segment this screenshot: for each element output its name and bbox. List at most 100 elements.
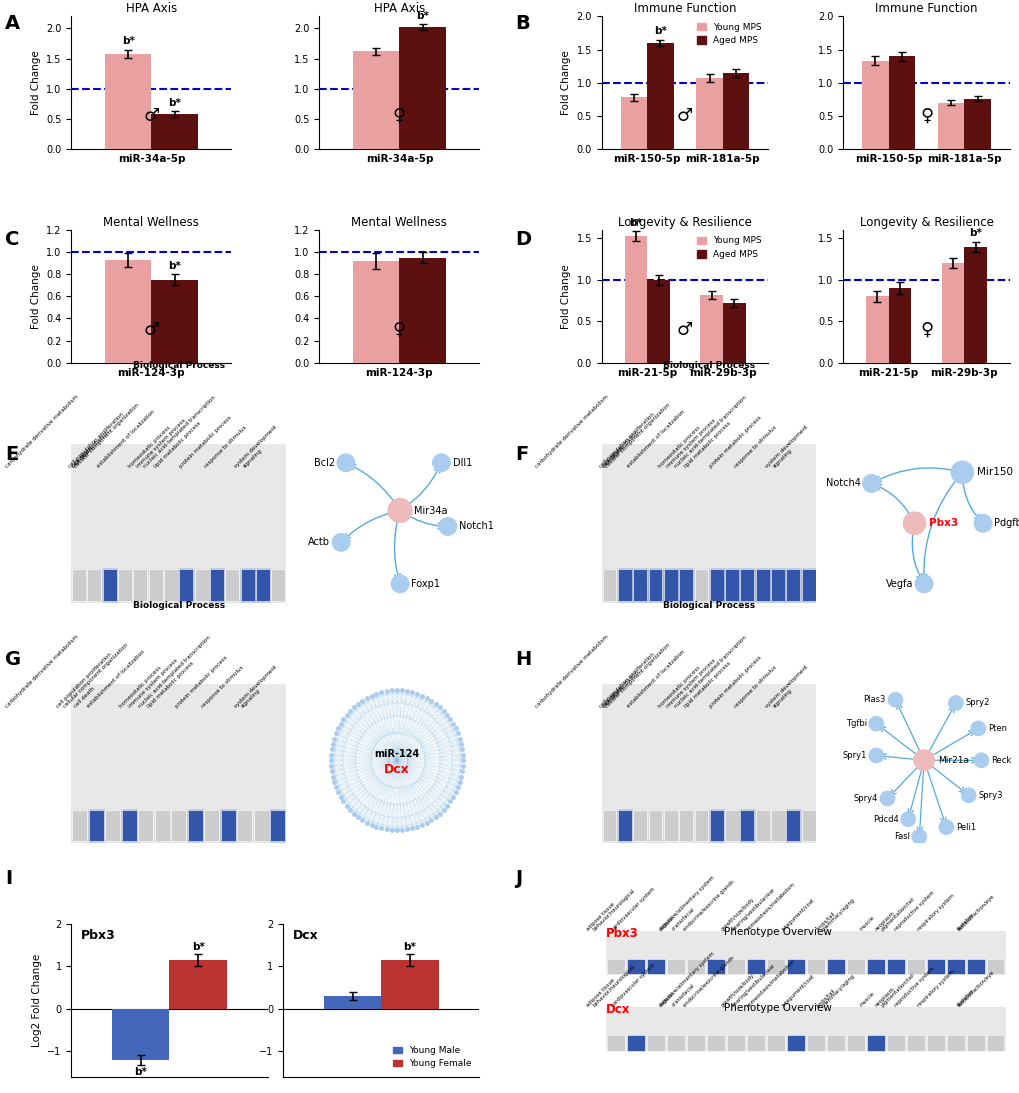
Bar: [151, 280, 198, 363]
Bar: [755, 810, 768, 842]
Bar: [151, 114, 198, 149]
Text: taste/olfaction/eye: taste/olfaction/eye: [957, 969, 995, 1008]
Bar: [826, 1035, 844, 1050]
Bar: [647, 43, 674, 149]
Bar: [118, 569, 131, 601]
Text: Spry1: Spry1: [842, 751, 866, 760]
Circle shape: [900, 812, 914, 826]
Text: pigmentation/tail: pigmentation/tail: [879, 896, 915, 931]
Bar: [399, 258, 445, 363]
Text: protein metabolic process: protein metabolic process: [708, 414, 762, 469]
Text: cellular component organization: cellular component organization: [603, 643, 671, 709]
Bar: [618, 569, 631, 601]
Bar: [746, 1035, 764, 1050]
Bar: [204, 810, 219, 842]
Text: cell population proliferation: cell population proliferation: [598, 412, 655, 469]
Text: cell death: cell death: [601, 446, 625, 469]
Text: neoplasm: neoplasm: [873, 909, 895, 931]
Text: lipid metabolic process: lipid metabolic process: [153, 421, 202, 469]
Text: ♀: ♀: [392, 320, 406, 339]
Bar: [149, 569, 162, 601]
Text: homeostasis/metabolism: homeostasis/metabolism: [745, 881, 795, 931]
Text: cardiovascular system: cardiovascular system: [609, 886, 655, 931]
Text: ♀: ♀: [919, 320, 932, 339]
Text: Mir21a: Mir21a: [937, 755, 968, 765]
Text: cell population proliferation: cell population proliferation: [55, 651, 112, 709]
Text: limbs/tail: limbs/tail: [814, 987, 835, 1008]
Text: B: B: [515, 14, 529, 33]
Text: ♂: ♂: [677, 107, 693, 125]
Text: establishment of localization: establishment of localization: [96, 409, 156, 469]
Bar: [204, 810, 219, 842]
Text: integument/coat: integument/coat: [781, 973, 815, 1008]
Bar: [801, 810, 815, 842]
Bar: [755, 569, 768, 601]
Text: immune system process: immune system process: [135, 418, 186, 469]
Bar: [786, 569, 800, 601]
Text: response to stimulus: response to stimulus: [204, 425, 248, 469]
Bar: [861, 61, 888, 149]
Text: neoplasm: neoplasm: [873, 986, 895, 1008]
Bar: [687, 1035, 704, 1050]
Text: Spry2: Spry2: [965, 698, 988, 707]
Text: cell differentiation: cell differentiation: [600, 430, 640, 469]
Circle shape: [432, 454, 449, 471]
Bar: [139, 810, 153, 842]
Text: carbohydrate derivative metabolism: carbohydrate derivative metabolism: [534, 634, 609, 709]
Bar: [740, 810, 753, 842]
Text: immune system process: immune system process: [664, 658, 716, 709]
Bar: [624, 236, 647, 363]
Bar: [256, 569, 270, 601]
Title: Longevity & Resilience: Longevity & Resilience: [859, 216, 993, 228]
Bar: [770, 569, 785, 601]
Bar: [888, 56, 914, 149]
Bar: [155, 810, 169, 842]
Bar: [706, 1035, 723, 1050]
Text: Pbx3: Pbx3: [605, 927, 638, 940]
Circle shape: [914, 575, 932, 592]
Bar: [647, 280, 669, 363]
Text: Pdgfb: Pdgfb: [994, 518, 1019, 528]
Bar: [846, 1035, 864, 1050]
Text: Reck: Reck: [990, 755, 1010, 765]
Bar: [602, 810, 615, 842]
Text: Spry4: Spry4: [853, 794, 877, 803]
Bar: [88, 569, 101, 601]
Text: miR-124: miR-124: [374, 749, 419, 759]
Bar: [648, 569, 661, 601]
Bar: [694, 810, 707, 842]
Text: signaling: signaling: [771, 448, 793, 469]
Text: craniofacial: craniofacial: [671, 983, 695, 1008]
Text: respiratory system: respiratory system: [916, 893, 955, 931]
Text: hearing/vestibular/ear: hearing/vestibular/ear: [730, 886, 775, 931]
Title: HPA Axis: HPA Axis: [125, 2, 177, 15]
Text: endocrine/exocrine glands: endocrine/exocrine glands: [682, 955, 735, 1008]
Bar: [679, 810, 692, 842]
Circle shape: [438, 518, 457, 536]
Bar: [725, 569, 738, 601]
Bar: [746, 960, 764, 974]
Bar: [171, 810, 185, 842]
Circle shape: [951, 461, 972, 483]
Circle shape: [970, 721, 984, 736]
Text: adipose tissue: adipose tissue: [585, 902, 615, 931]
Bar: [770, 569, 785, 601]
Bar: [648, 569, 661, 601]
Bar: [195, 569, 208, 601]
Bar: [225, 569, 238, 601]
Bar: [770, 810, 785, 842]
Text: cell population proliferation: cell population proliferation: [68, 412, 125, 469]
Text: behavior/neurological: behavior/neurological: [591, 964, 635, 1008]
Text: ♂: ♂: [677, 320, 693, 339]
Text: ♀: ♀: [919, 107, 932, 125]
Bar: [663, 569, 677, 601]
Bar: [936, 103, 963, 149]
Bar: [169, 960, 226, 1009]
Bar: [602, 810, 615, 842]
Title: Mental Wellness: Mental Wellness: [352, 216, 447, 228]
Bar: [801, 569, 815, 601]
Bar: [237, 810, 252, 842]
Circle shape: [391, 575, 409, 592]
Bar: [725, 810, 738, 842]
Text: H: H: [515, 650, 531, 669]
